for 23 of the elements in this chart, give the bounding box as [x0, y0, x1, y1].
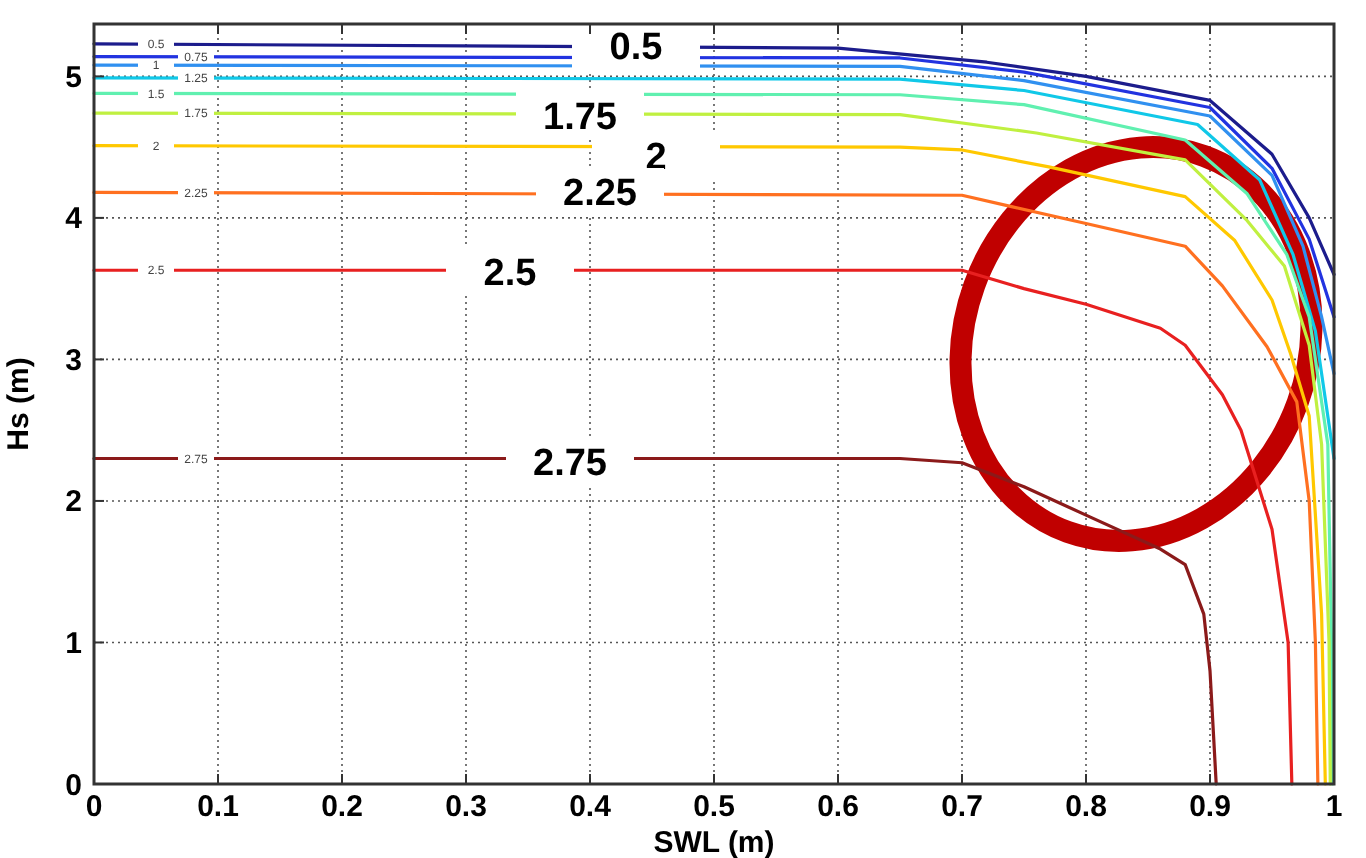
annotation: 2.5 [483, 253, 538, 296]
annotation: 1.75 [543, 97, 618, 140]
x-tick-label: 0.6 [817, 790, 859, 824]
x-tick-label: 0.5 [693, 790, 735, 824]
x-tick-label: 0.3 [445, 790, 487, 824]
y-tick-label: 2 [65, 485, 82, 520]
line-series [92, 63, 1336, 376]
x-tick-label: 0.8 [1065, 790, 1107, 824]
annotation: 2.75 [533, 443, 608, 486]
x-axis-title: SWL (m) [653, 826, 775, 858]
series-label: 2.25 [563, 173, 638, 216]
x-tick-label: 0.4 [569, 790, 613, 824]
y-tick-label: 4 [65, 202, 84, 237]
x-tick-label: 1 [1325, 790, 1343, 824]
x-tick-label: 0.7 [941, 790, 983, 824]
series-label: 0.5 [609, 27, 664, 70]
y-tick-label: 3 [65, 343, 82, 378]
x-tick-label: 0.1 [197, 790, 239, 824]
x-tick-label: 0.9 [1189, 790, 1231, 824]
x-tick-label: 0.2 [321, 790, 363, 824]
y-tick-label: 1 [65, 626, 82, 661]
y-axis-title: Hs (m) [2, 357, 36, 451]
y-tick-label: 5 [65, 60, 82, 95]
